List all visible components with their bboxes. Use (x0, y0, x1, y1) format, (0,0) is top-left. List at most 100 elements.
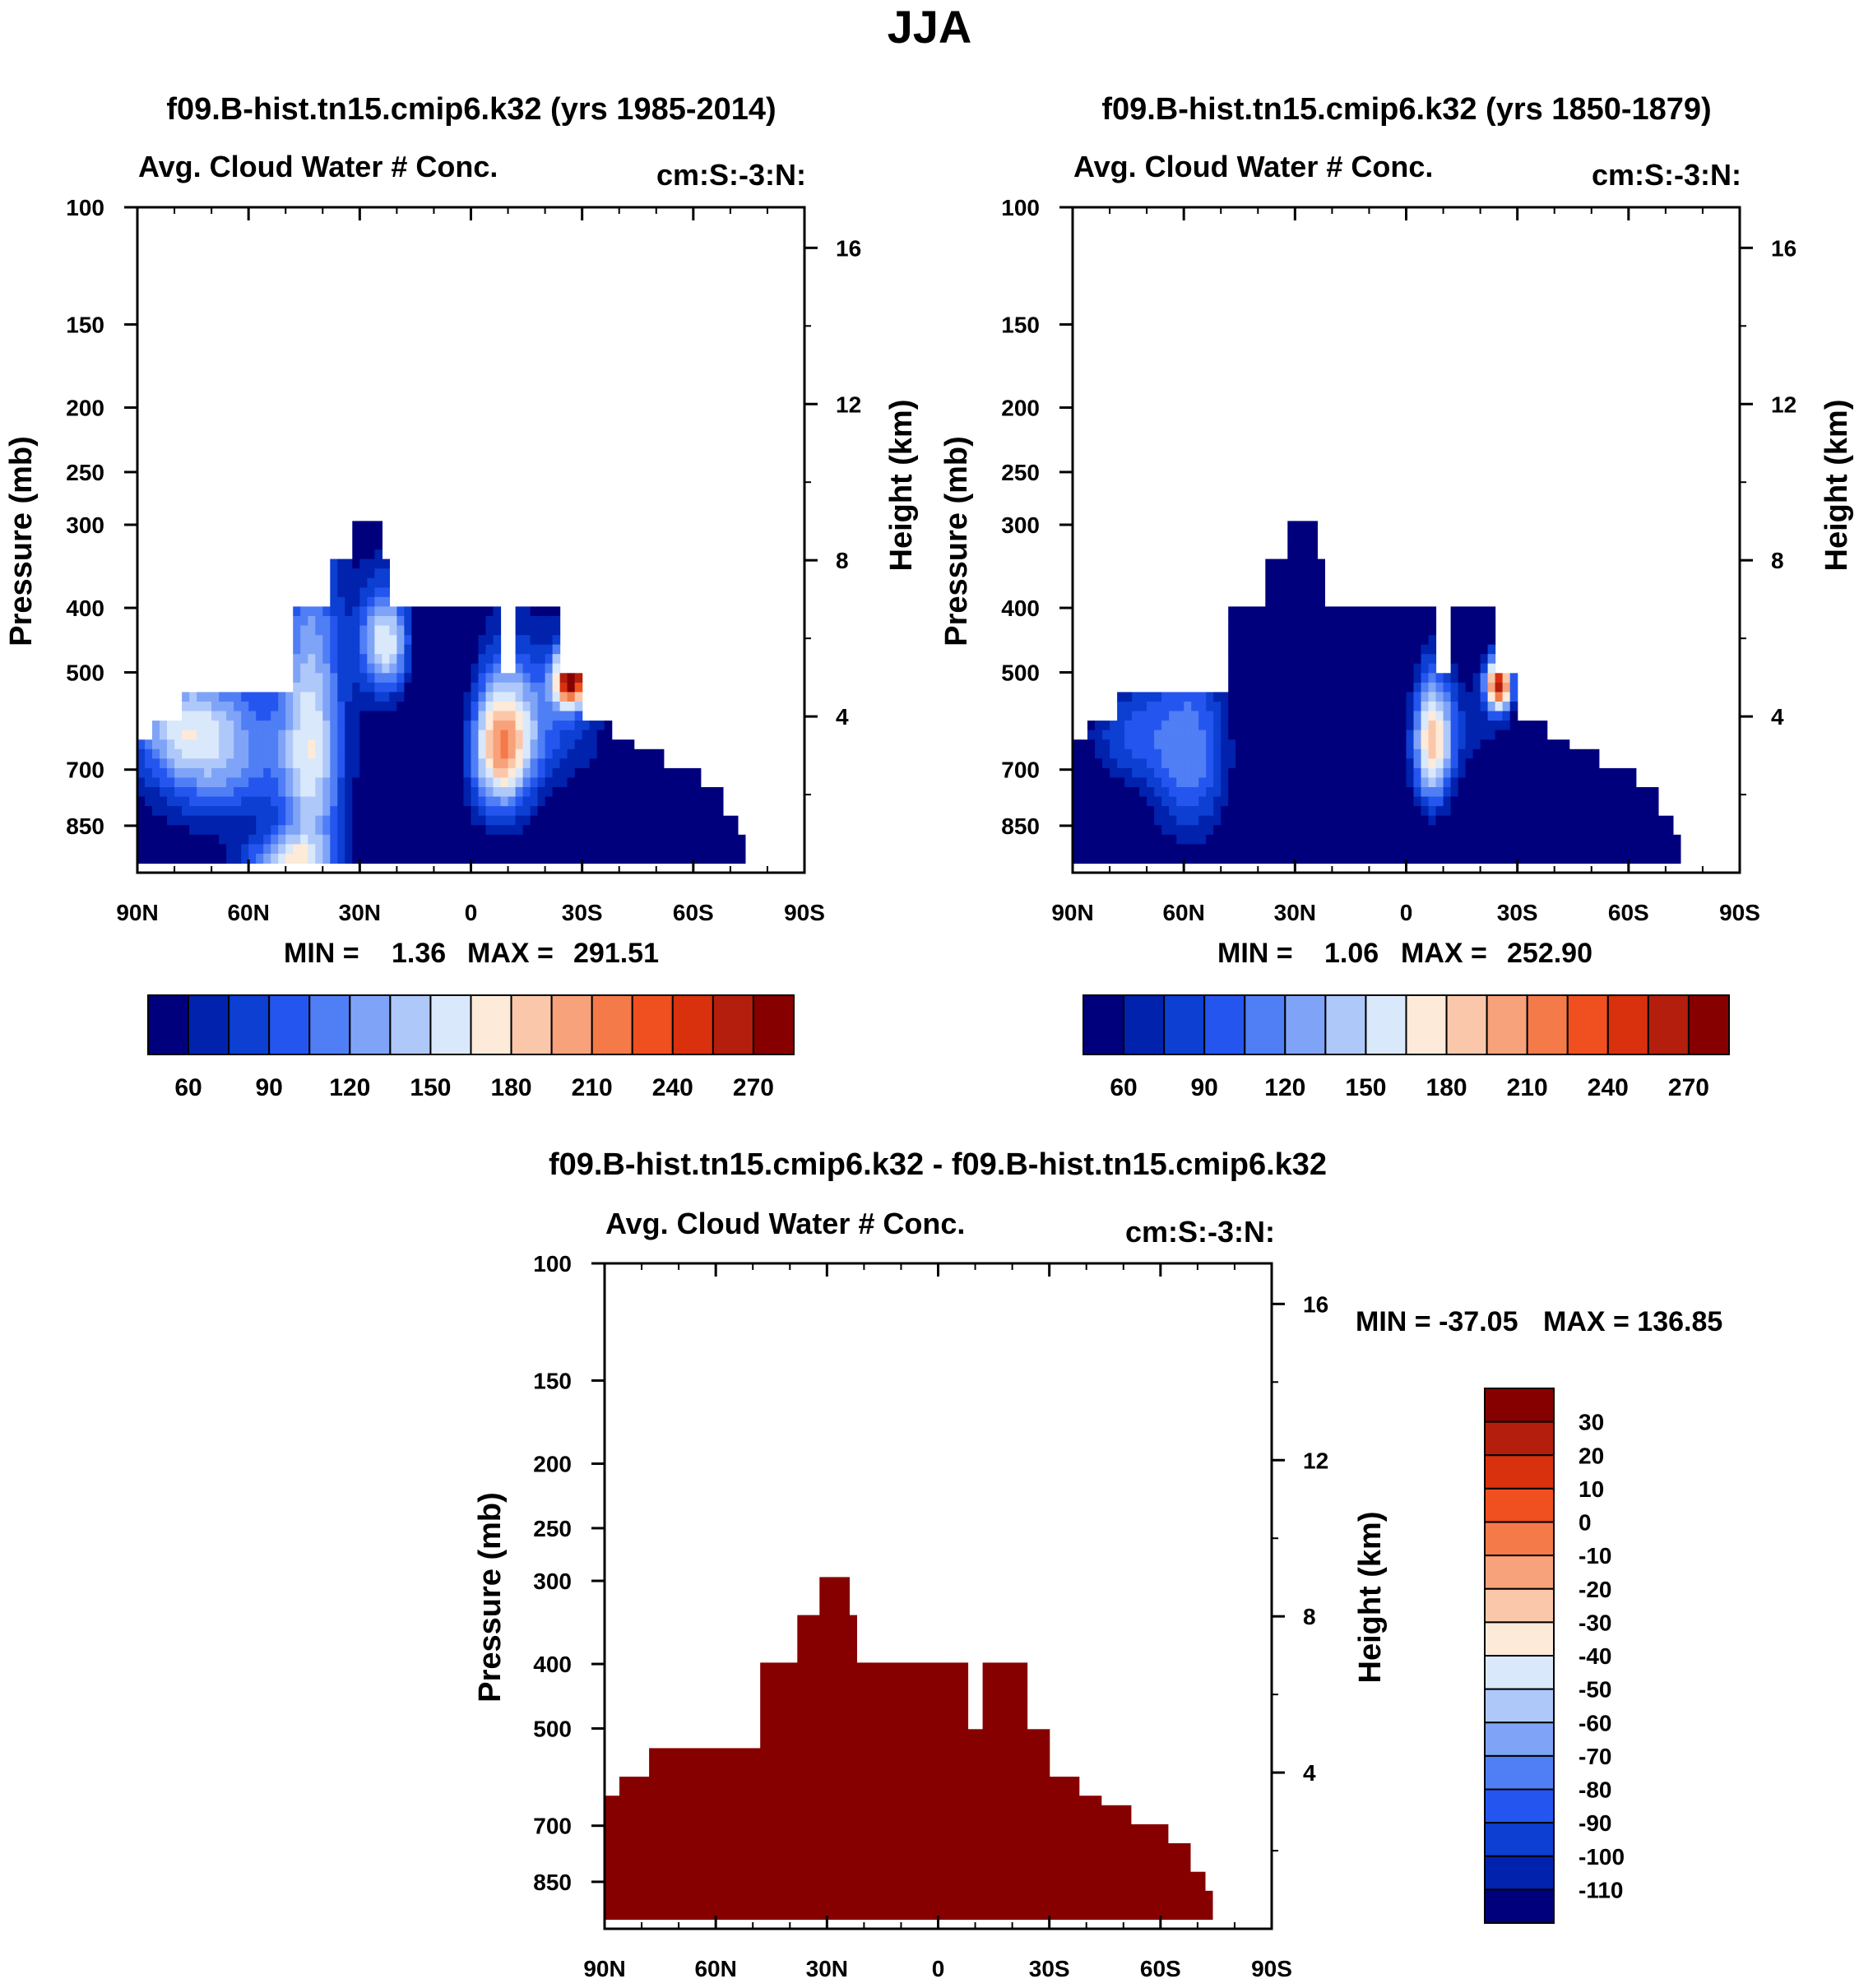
contour-cell (953, 1823, 962, 1835)
contour-cell (1324, 644, 1333, 655)
contour-cell (367, 787, 375, 798)
contour-cell (990, 1814, 999, 1825)
contour-cell (1221, 853, 1229, 864)
contour-cell (649, 1823, 657, 1835)
contour-cell (530, 777, 539, 788)
contour-cell (263, 777, 271, 788)
contour-cell (1598, 844, 1607, 855)
contour-cell (1265, 796, 1273, 807)
contour-cell (827, 1767, 835, 1777)
contour-cell (433, 730, 442, 740)
contour-cell (612, 1871, 620, 1882)
contour-cell (1428, 673, 1437, 684)
contour-cell (226, 777, 234, 788)
contour-cell (938, 1890, 947, 1901)
contour-cell (1369, 682, 1377, 693)
contour-cell (1302, 682, 1310, 693)
contour-cell (819, 1710, 828, 1721)
contour-cell (1398, 787, 1407, 798)
contour-cell (1080, 758, 1088, 769)
contour-cell (404, 844, 412, 855)
contour-cell (841, 1719, 850, 1730)
contour-cell (819, 1843, 828, 1854)
contour-cell (433, 692, 442, 702)
contour-cell (1391, 834, 1400, 845)
contour-cell (849, 1624, 857, 1635)
contour-cell (611, 825, 620, 836)
contour-cell (248, 692, 257, 702)
contour-cell (633, 815, 642, 826)
contour-cell (404, 721, 412, 731)
contour-cell (508, 739, 517, 750)
contour-cell (552, 606, 561, 617)
contour-cell (1302, 635, 1310, 646)
contour-cell (248, 758, 257, 769)
contour-cell (923, 1852, 932, 1863)
contour-cell (604, 721, 613, 731)
contour-cell (1250, 844, 1259, 855)
contour-cell (834, 1710, 842, 1721)
contour-cell (1524, 777, 1533, 788)
contour-cell (1310, 825, 1318, 836)
contour-cell (589, 739, 598, 750)
contour-cell (997, 1833, 1006, 1844)
contour-cell (1546, 815, 1555, 826)
contour-cell (893, 1767, 902, 1777)
contour-cell (656, 1881, 665, 1892)
contour-cell (960, 1823, 969, 1835)
contour-cell (879, 1738, 887, 1749)
contour-cell (745, 1823, 753, 1835)
contour-cell (1339, 844, 1347, 855)
contour-cell (241, 834, 249, 845)
contour-cell (938, 1843, 947, 1854)
contour-cell (537, 606, 546, 617)
contour-cell (374, 673, 382, 684)
contour-cell (367, 711, 375, 721)
contour-cell (1391, 635, 1400, 646)
contour-cell (864, 1672, 872, 1683)
contour-cell (1391, 702, 1400, 712)
contour-cell (975, 1823, 984, 1835)
contour-cell (1324, 767, 1333, 779)
contour-cell (701, 1786, 709, 1796)
contour-cell (1450, 663, 1459, 674)
contour-cell (204, 748, 212, 759)
contour-cell (1206, 767, 1214, 779)
contour-cell (1310, 721, 1318, 731)
contour-cell (1235, 787, 1244, 798)
contour-cell (1273, 702, 1281, 712)
contour-cell (1672, 834, 1681, 845)
contour-cell (1517, 806, 1526, 817)
contour-cell (1004, 1748, 1013, 1759)
contour-cell (545, 635, 554, 646)
contour-cell (271, 806, 279, 817)
contour-cell (871, 1777, 879, 1787)
contour-cell (804, 1748, 813, 1759)
contour-cell (1258, 711, 1266, 721)
contour-cell (923, 1871, 932, 1882)
contour-cell (864, 1786, 872, 1796)
contour-cell (886, 1805, 894, 1815)
contour-cell (174, 721, 183, 731)
contour-cell (923, 1805, 932, 1815)
contour-cell (1428, 635, 1437, 646)
contour-cell (1235, 635, 1244, 646)
contour-cell (1012, 1767, 1021, 1777)
contour-cell (1583, 767, 1592, 779)
contour-cell (337, 692, 345, 702)
contour-cell (1517, 834, 1526, 845)
contour-cell (656, 1786, 665, 1796)
contour-cell (1132, 796, 1140, 807)
contour-cell (552, 777, 561, 788)
contour-cell (730, 1871, 739, 1882)
contour-cell (1347, 787, 1355, 798)
contour-cell (1027, 1786, 1036, 1796)
contour-cell (530, 644, 539, 655)
contour-cell (685, 787, 694, 798)
contour-cell (782, 1719, 790, 1730)
contour-cell (841, 1643, 850, 1654)
contour-cell (930, 1681, 939, 1692)
contour-cell (441, 767, 450, 779)
contour-cell (1273, 568, 1281, 579)
contour-cell (485, 721, 494, 731)
